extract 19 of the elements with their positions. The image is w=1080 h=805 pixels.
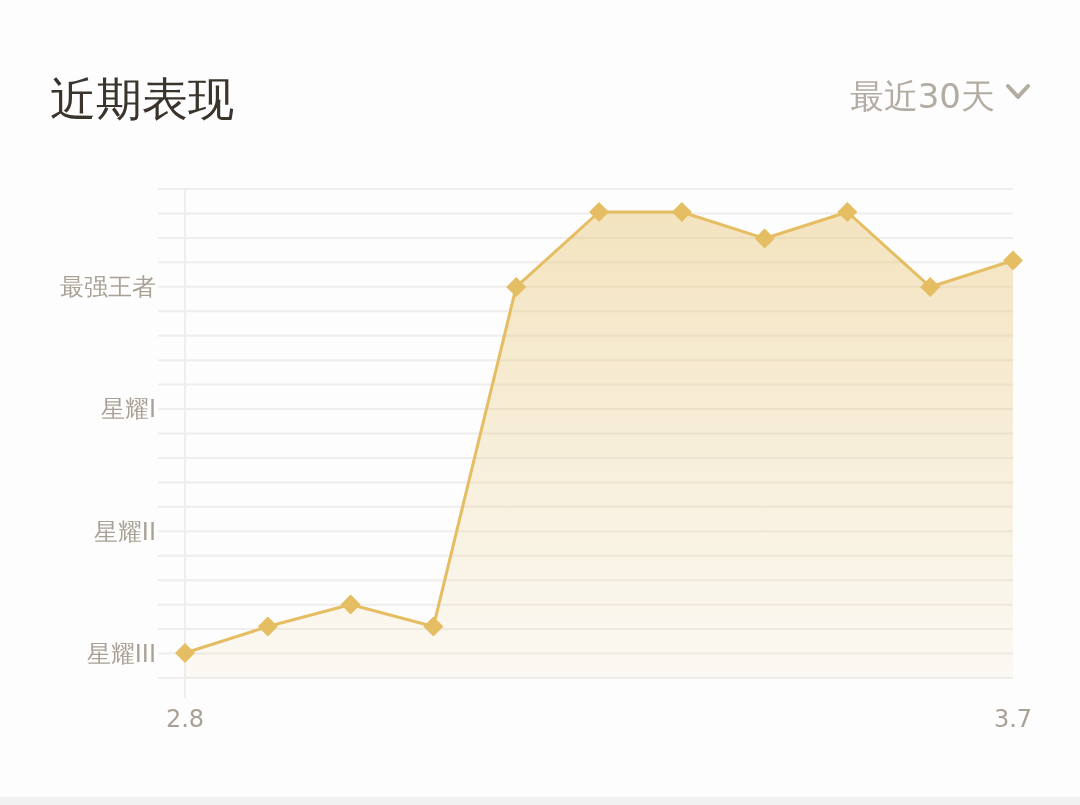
point (340, 594, 361, 615)
text: 最强王者 (60, 272, 156, 301)
text: 星耀I (100, 395, 156, 423)
text: 星耀II (93, 517, 156, 546)
text: 最近30天 (849, 76, 995, 116)
x-tick-label: 2.8 (165, 705, 205, 733)
point (175, 643, 195, 663)
point (837, 202, 858, 222)
x-tick-label: 3.7 (993, 705, 1033, 733)
point (754, 228, 775, 249)
point (506, 276, 527, 297)
point (671, 202, 692, 222)
point (589, 202, 609, 222)
point (1003, 250, 1023, 271)
point (920, 276, 941, 297)
point (423, 616, 444, 637)
point (257, 616, 278, 637)
chart-title: 近期表现 (50, 72, 234, 126)
text: 星耀III (86, 640, 156, 668)
